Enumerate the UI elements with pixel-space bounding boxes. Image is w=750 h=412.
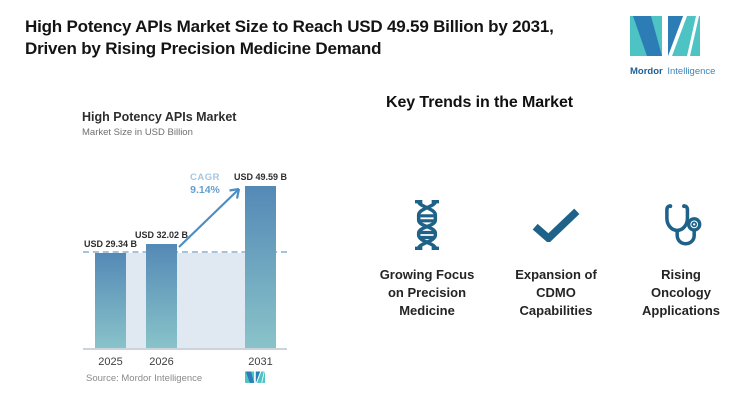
trend-label-line: Rising <box>661 267 701 282</box>
check-icon <box>496 198 616 252</box>
brand-name-bold: Mordor <box>630 66 663 77</box>
chart-title: High Potency APIs Market <box>82 110 237 124</box>
stethoscope-icon <box>621 198 741 252</box>
bar-value-label: USD 49.59 B <box>233 172 288 182</box>
trend-label-line: Applications <box>641 303 720 318</box>
x-tick-2031: 2031 <box>248 356 273 368</box>
bar-value-label: USD 29.34 B <box>83 239 138 249</box>
brand-name: Mordor Intelligence <box>630 66 716 77</box>
trend-label: Expansion of CDMO Capabilities <box>504 266 608 320</box>
dna-icon <box>367 198 487 252</box>
trend-label-line: Oncology <box>651 285 711 300</box>
trend-label-line: CDMO <box>536 285 576 300</box>
page-title: High Potency APIs Market Size to Reach U… <box>25 16 554 60</box>
trend-cdmo-expansion: Expansion of CDMO Capabilities <box>496 198 616 320</box>
cagr-label: CAGR <box>190 172 220 183</box>
trend-label-line: Growing Focus <box>379 267 475 282</box>
trend-label-line: on Precision <box>387 285 467 300</box>
bar-chart-plot: CAGR 9.14% USD 29.34 B 2025 USD 32.02 B 202… <box>83 160 288 368</box>
trends-heading: Key Trends in the Market <box>386 94 573 111</box>
trend-label-line: Expansion of <box>515 267 597 282</box>
brand-name-light: Intelligence <box>667 66 716 77</box>
page-title-line2: Driven by Rising Precision Medicine Dema… <box>25 39 382 58</box>
source-caption: Source: Mordor Intelligence <box>86 373 203 384</box>
trend-oncology: Rising Oncology Applications <box>621 198 741 320</box>
x-tick-2025: 2025 <box>98 356 123 368</box>
mordor-logo-small-icon <box>245 371 265 383</box>
trend-precision-medicine: Growing Focus on Precision Medicine <box>367 198 487 320</box>
bar-value-label: USD 32.02 B <box>134 230 189 240</box>
brand-logo: Mordor Intelligence <box>630 16 716 77</box>
cagr-annotation: CAGR 9.14% <box>190 172 220 196</box>
baseline-dashed-line <box>83 251 287 253</box>
cagr-value: 9.14% <box>190 184 220 196</box>
page-title-line1: High Potency APIs Market Size to Reach U… <box>25 17 554 36</box>
trend-label-line: Capabilities <box>519 303 593 318</box>
trend-label: Growing Focus on Precision Medicine <box>375 266 479 320</box>
trend-label: Rising Oncology Applications <box>629 266 733 320</box>
bar-2026 <box>146 244 177 350</box>
mordor-logo-icon <box>630 16 700 56</box>
trend-label-line: Medicine <box>399 303 455 318</box>
x-axis-line <box>83 348 287 350</box>
chart-subtitle: Market Size in USD Billion <box>82 127 193 138</box>
x-tick-2026: 2026 <box>149 356 174 368</box>
bar-2025 <box>95 253 126 350</box>
bar-2031 <box>245 186 276 350</box>
